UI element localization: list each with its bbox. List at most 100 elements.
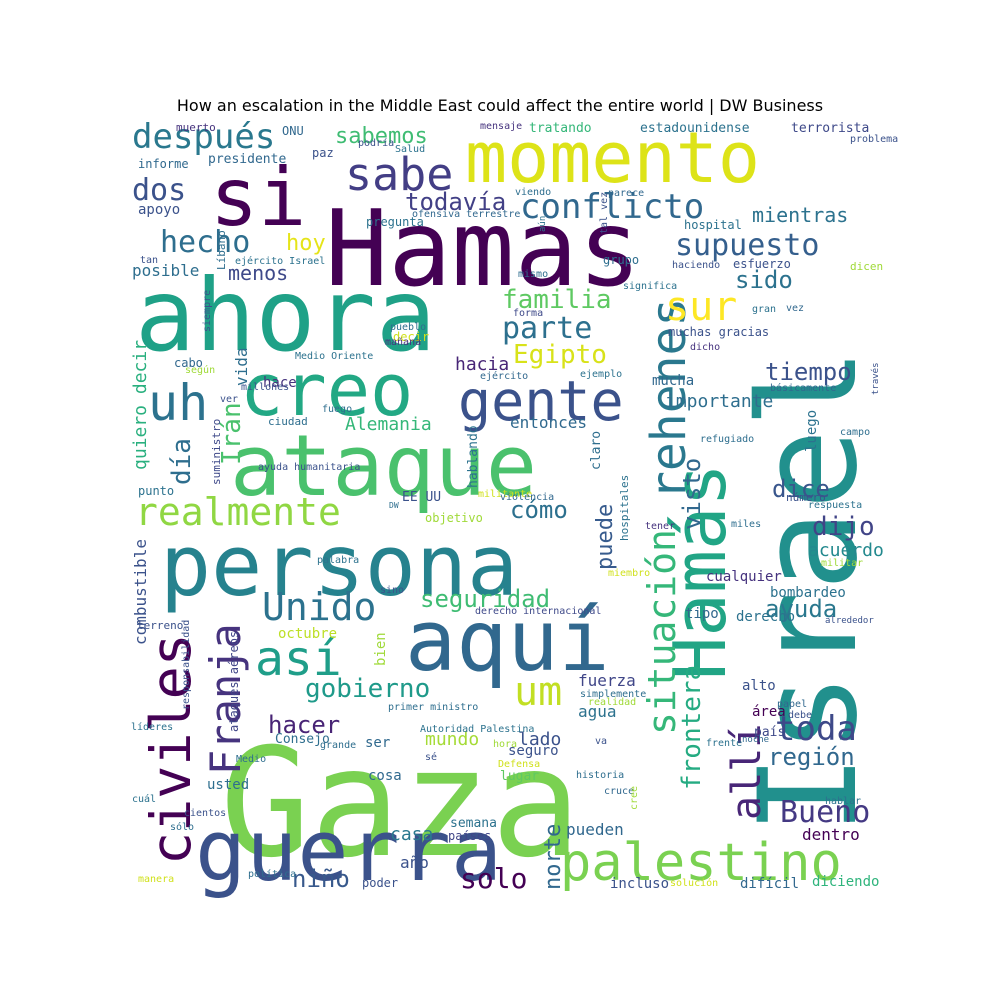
word-96: hablando (466, 425, 481, 488)
word-143: tal vez (599, 192, 610, 234)
word-71: vida (232, 347, 251, 386)
word-128: respuesta (808, 500, 862, 511)
word-154: ejército Israel (235, 255, 325, 267)
word-183: frente (706, 738, 742, 749)
word-196: política (248, 868, 296, 880)
word-95: EE UU (402, 490, 441, 505)
word-191: cientos (184, 808, 226, 819)
word-139: haciendo (672, 260, 720, 271)
word-55: norte (541, 824, 566, 890)
word-72: agua (578, 702, 617, 721)
word-27: Bueno (780, 795, 870, 830)
word-79: seguro (508, 743, 559, 759)
word-148: podría (358, 137, 394, 149)
word-168: palabra (317, 555, 359, 566)
word-169: sino (380, 585, 404, 596)
word-53: Irán (217, 402, 247, 465)
word-38: todavía (405, 188, 506, 216)
word-8: si (210, 151, 306, 244)
word-186: sé (425, 751, 437, 763)
word-36: gobierno (305, 674, 430, 704)
word-83: tipo (685, 606, 719, 622)
word-103: tratando (529, 121, 592, 136)
word-157: pueblo (390, 322, 426, 333)
word-166: DW (389, 501, 399, 510)
word-37: seguridad (420, 585, 550, 613)
word-73: dentro (802, 825, 860, 844)
word-24: um (514, 669, 562, 715)
word-193: cree (629, 786, 640, 810)
word-87: difícil (740, 876, 799, 892)
word-198: solución (670, 877, 718, 889)
word-176: realidad (588, 697, 636, 708)
word-149: viendo (515, 187, 551, 198)
word-110: paz (312, 146, 334, 160)
word-70: combustible (131, 539, 150, 645)
word-57: hoy (286, 231, 326, 256)
word-150: ofensiva terrestre (412, 209, 520, 220)
word-52: dice (772, 475, 830, 503)
word-14: rehenes (641, 298, 697, 500)
word-167: militante (478, 489, 532, 500)
word-5: guerra (195, 802, 502, 901)
word-43: hacer (268, 711, 340, 739)
word-117: cabo (174, 356, 203, 370)
word-195: manera (138, 874, 174, 885)
word-134: campo (840, 427, 870, 438)
word-39: cómo (510, 496, 568, 524)
word-45: visto (678, 458, 706, 530)
word-175: simplemente (580, 689, 646, 700)
word-60: mundo (425, 729, 479, 750)
word-91: luego (804, 410, 820, 452)
word-142: mismo (518, 269, 548, 280)
word-49: niño (292, 865, 350, 893)
word-182: va (595, 736, 607, 747)
word-153: tan (140, 255, 158, 266)
word-146: mensaje (480, 121, 522, 132)
word-40: solo (460, 862, 527, 895)
word-9: aquí (405, 592, 610, 691)
word-194: hablar (825, 796, 861, 807)
word-118: decir (393, 330, 429, 344)
word-107: informe (138, 157, 189, 171)
word-85: ser (365, 735, 390, 751)
word-190: cuál (132, 793, 156, 805)
word-136: gran (752, 304, 776, 315)
word-100: países (448, 829, 491, 843)
word-132: alrededor (825, 616, 874, 626)
word-22: así (255, 631, 342, 687)
word-177: papel (777, 699, 807, 710)
word-187: Defensa (498, 759, 540, 770)
word-102: área (752, 704, 786, 720)
word-6: ataque (230, 417, 537, 516)
word-48: sabemos (335, 124, 428, 149)
word-2: Hamas (325, 188, 641, 310)
word-165: ayuda humanitaria (258, 462, 360, 473)
word-161: ver (220, 394, 238, 405)
word-89: usted (207, 777, 249, 793)
word-47: Egipto (513, 340, 607, 370)
word-114: esfuerzo (733, 257, 791, 271)
word-13: civiles (139, 633, 203, 865)
word-66: acuerdo (808, 540, 884, 561)
word-192: sólo (170, 821, 194, 833)
word-173: responsabilidad (181, 620, 192, 710)
word-17: situación (640, 529, 684, 735)
word-109: ONU (282, 124, 304, 138)
word-78: hace (263, 375, 297, 391)
word-137: vez (786, 303, 804, 314)
word-119: ciudad (268, 415, 308, 428)
word-68: pueden (566, 820, 624, 839)
word-125: hospitales (618, 475, 631, 541)
word-3: ahora (135, 257, 436, 374)
word-20: Unido (262, 585, 376, 629)
word-80: bien (373, 632, 389, 666)
word-61: lado (518, 729, 561, 750)
word-171: miembro (608, 568, 650, 579)
page-title: How an escalation in the Middle East cou… (176, 96, 824, 115)
word-7: momento (465, 117, 760, 199)
word-21: Franja (201, 623, 250, 775)
word-123: ataques aéreos (227, 631, 241, 732)
word-170: derecho internacional (475, 606, 601, 617)
word-65: entonces (510, 413, 587, 432)
